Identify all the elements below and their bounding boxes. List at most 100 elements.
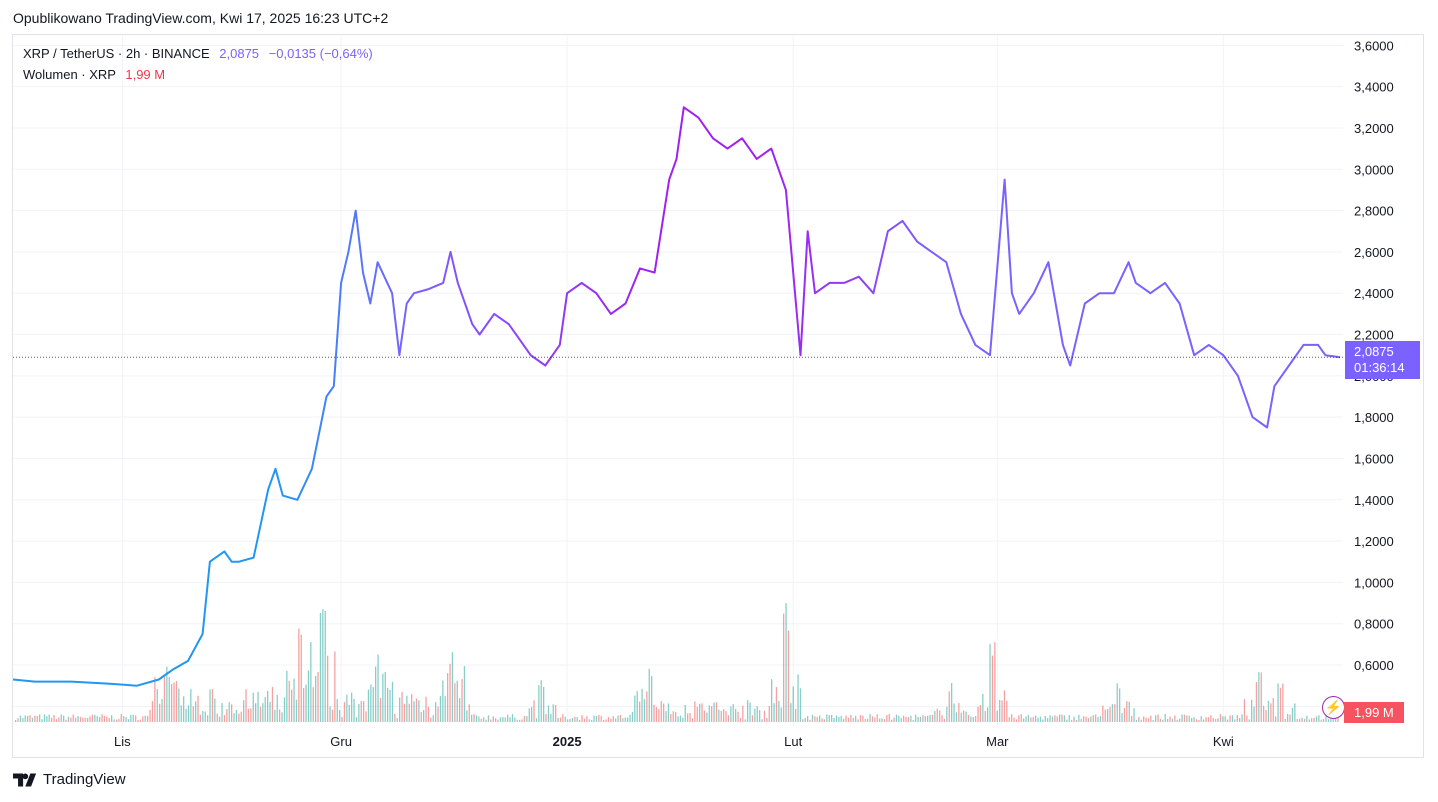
volume-bar xyxy=(437,706,439,722)
volume-bar xyxy=(963,710,965,722)
volume-bar xyxy=(593,715,595,722)
volume-bar xyxy=(1169,716,1171,722)
volume-bar xyxy=(1267,700,1270,722)
volume-bar xyxy=(1059,714,1061,722)
volume-bar xyxy=(1008,717,1010,722)
volume-bar xyxy=(547,705,550,722)
x-tick-label: Kwi xyxy=(1213,734,1234,749)
volume-bar xyxy=(276,695,278,722)
last-price-tag-countdown: 01:36:14 xyxy=(1354,360,1405,375)
volume-bar xyxy=(483,717,485,722)
volume-bar xyxy=(331,709,334,722)
published-caption: Opublikowano TradingView.com, Kwi 17, 20… xyxy=(13,10,389,26)
volume-bar xyxy=(1159,718,1162,722)
volume-bar xyxy=(1003,690,1006,722)
volume-bar xyxy=(1219,714,1222,722)
volume-bar xyxy=(891,719,893,722)
volume-bar xyxy=(1188,715,1190,722)
volume-bar xyxy=(156,688,158,722)
volume-bar xyxy=(375,666,377,722)
volume-bar xyxy=(187,705,190,722)
volume-bar xyxy=(953,703,955,722)
volume-bar xyxy=(173,682,175,722)
legend-change: −0,0135 (−0,64%) xyxy=(268,46,373,61)
volume-bar xyxy=(833,718,835,722)
volume-bar xyxy=(751,715,754,722)
volume-bar xyxy=(259,706,262,722)
volume-bar xyxy=(1234,719,1236,722)
volume-bar xyxy=(1035,715,1037,722)
volume-bar xyxy=(454,683,456,722)
volume-bar xyxy=(1239,718,1241,722)
volume-bar xyxy=(766,718,768,722)
volume-bar xyxy=(1107,709,1109,722)
volume-bar xyxy=(257,691,259,722)
volume-bar xyxy=(984,710,986,722)
volume-bar xyxy=(1246,715,1248,722)
volume-bar xyxy=(1308,719,1310,722)
volume-bar xyxy=(1085,716,1087,722)
volume-bar xyxy=(665,711,667,722)
volume-bar xyxy=(883,719,886,722)
y-tick-label: 0,6000 xyxy=(1354,658,1394,673)
volume-bar xyxy=(142,716,144,722)
volume-bar xyxy=(353,698,355,722)
volume-bar xyxy=(967,714,970,722)
volume-bar xyxy=(723,709,725,722)
x-tick-label: 2025 xyxy=(553,734,582,749)
volume-bar xyxy=(543,686,545,722)
volume-bar xyxy=(197,695,199,722)
volume-bar xyxy=(1128,701,1130,722)
volume-bar xyxy=(137,719,139,722)
volume-bar xyxy=(219,716,221,722)
volume-bar xyxy=(1224,716,1226,722)
volume-bar xyxy=(888,714,890,722)
volume-bar xyxy=(485,719,487,722)
volume-bar xyxy=(648,668,650,722)
lightning-icon[interactable]: ⚡ xyxy=(1322,696,1345,719)
volume-bar xyxy=(730,706,732,722)
volume-bar xyxy=(1042,719,1044,722)
volume-bar xyxy=(819,715,821,722)
volume-bar xyxy=(845,715,847,722)
volume-bar xyxy=(396,718,398,722)
volume-bar xyxy=(835,715,838,722)
volume-bar xyxy=(1083,716,1085,722)
volume-bar xyxy=(346,694,348,722)
volume-bar xyxy=(154,677,156,722)
volume-bar xyxy=(814,716,816,722)
volume-bar xyxy=(315,675,317,722)
volume-bar xyxy=(262,703,264,722)
volume-bar xyxy=(763,710,766,722)
volume-bar xyxy=(70,717,72,722)
volume-bar xyxy=(1171,718,1174,722)
volume-bar xyxy=(1231,715,1234,722)
y-tick-label: 1,4000 xyxy=(1354,493,1394,508)
volume-bar xyxy=(773,703,775,722)
volume-bar xyxy=(603,719,605,722)
volume-bar xyxy=(341,717,343,722)
volume-bar xyxy=(535,718,538,722)
volume-bar xyxy=(631,711,634,722)
volume-bar xyxy=(807,716,809,722)
volume-bar xyxy=(1205,717,1207,722)
x-tick-label: Mar xyxy=(986,734,1009,749)
volume-bar xyxy=(1275,716,1277,722)
volume-bar xyxy=(36,715,38,722)
volume-bar xyxy=(159,703,161,722)
volume-bar xyxy=(24,715,26,722)
volume-bar xyxy=(264,697,266,722)
volume-bar xyxy=(725,711,727,722)
volume-bar xyxy=(943,718,946,722)
volume-bar xyxy=(1323,718,1325,722)
volume-bar xyxy=(828,715,830,722)
volume-bar xyxy=(859,715,862,722)
last-price-tag-price: 2,0875 xyxy=(1354,344,1394,359)
volume-bar xyxy=(113,719,115,722)
volume-bar xyxy=(1080,719,1082,722)
volume-bar xyxy=(461,679,463,722)
volume-bar xyxy=(17,718,19,722)
volume-bar xyxy=(917,716,919,722)
volume-bar xyxy=(850,714,852,722)
